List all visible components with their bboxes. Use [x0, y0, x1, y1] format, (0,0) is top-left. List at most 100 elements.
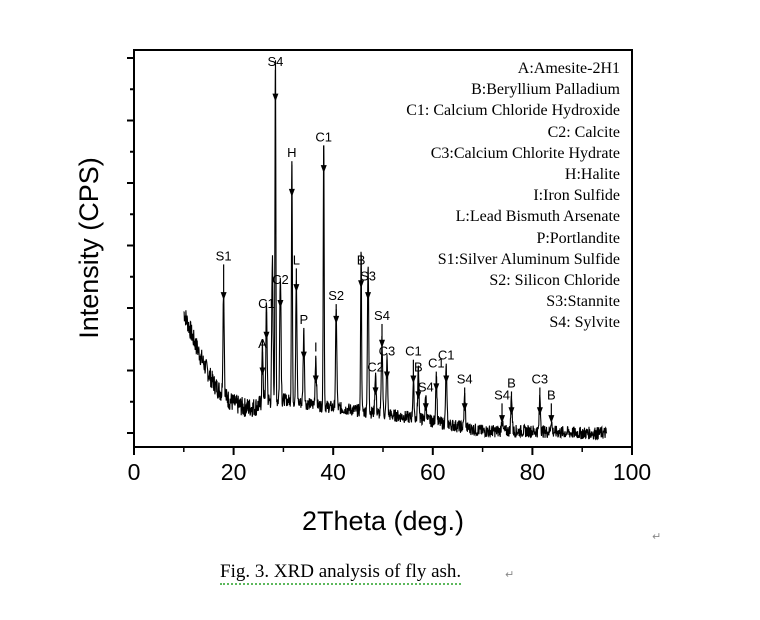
peak-annotation-b: B [507, 375, 516, 416]
arrow-down-icon [333, 315, 340, 324]
paragraph-mark-icon: ↵ [505, 568, 515, 581]
peak-label: B [357, 252, 366, 267]
arrow-down-icon [410, 375, 417, 384]
arrow-down-icon [312, 375, 319, 384]
paragraph-mark-icon: ↵ [652, 530, 662, 543]
arrow-down-icon [508, 407, 515, 416]
peak-label: P [299, 312, 308, 327]
arrow-down-icon [536, 407, 543, 416]
peak-annotation-s3: S3 [360, 268, 376, 301]
peak-annotation-s4: S4 [418, 379, 434, 412]
peak-annotation-b: B [357, 252, 366, 289]
arrow-down-icon [383, 371, 390, 380]
legend-entry: B:Beryllium Palladium [471, 81, 620, 99]
arrow-down-icon [415, 391, 422, 400]
peak-annotation-c1: C1 [405, 344, 422, 384]
legend-entry: C1: Calcium Chloride Hydroxide [406, 102, 620, 120]
peak-annotation-c2: C2 [367, 360, 384, 396]
peak-annotation-c1: C1 [428, 356, 445, 392]
legend-entry: P:Portlandite [536, 229, 620, 247]
arrow-down-icon [272, 93, 279, 102]
peak-label: C1 [315, 129, 332, 144]
peak-label: B [547, 387, 556, 402]
y-axis [127, 57, 134, 434]
x-axis: 0 20 40 60 80 100 [128, 447, 651, 485]
arrow-down-icon [288, 188, 295, 197]
arrow-down-icon [293, 284, 300, 293]
x-tick-label: 60 [420, 459, 446, 485]
peak-label: S3 [360, 268, 376, 283]
legend: A:Amesite-2H1 B:Beryllium Palladium C1: Ca… [406, 58, 620, 334]
peak-annotation-s4: S4 [267, 54, 283, 102]
peak-annotation-a: A [258, 336, 267, 376]
arrow-down-icon [220, 292, 227, 301]
peak-label: C3 [532, 371, 549, 386]
peak-annotation-l: L [293, 252, 300, 293]
arrow-down-icon [365, 292, 372, 301]
peak-annotation-c1: C1 [315, 129, 332, 174]
peak-label: H [287, 145, 296, 160]
peak-label: C1 [438, 348, 455, 363]
legend-entry: S2: Silicon Chloride [489, 272, 620, 290]
peak-label: C1 [258, 296, 275, 311]
peak-label: C1 [405, 344, 422, 359]
arrow-down-icon [358, 280, 365, 289]
legend-entry: C2: Calcite [547, 123, 620, 141]
peak-annotation-s4: S4 [374, 308, 390, 348]
peak-annotation-c1: C1 [438, 348, 455, 384]
legend-entry: I:Iron Sulfide [533, 187, 620, 205]
arrow-down-icon [422, 403, 429, 412]
legend-entry: C3:Calcium Chlorite Hydrate [430, 144, 620, 162]
arrow-down-icon [548, 415, 555, 424]
arrow-down-icon [433, 383, 440, 392]
figure-caption: Fig. 3. XRD analysis of fly ash. [220, 561, 462, 585]
peak-label: S4 [457, 371, 473, 386]
peak-annotation-s4: S4 [494, 387, 510, 424]
peak-label: B [507, 375, 516, 390]
legend-entry: H:Halite [564, 166, 620, 184]
x-tick-label: 20 [221, 459, 247, 485]
arrow-down-icon [277, 300, 284, 309]
x-tick-label: 0 [128, 459, 141, 485]
peak-annotation-i: I [312, 340, 319, 384]
peak-annotation-c1: C1 [258, 296, 275, 340]
peak-annotation-h: H [287, 145, 297, 197]
peak-annotation-b: B [547, 387, 556, 424]
peak-annotation-c3: C3 [379, 344, 395, 380]
peak-label: C1 [428, 356, 445, 371]
arrow-down-icon [499, 415, 506, 424]
legend-entry: S3:Stannite [546, 293, 620, 311]
x-axis-label: 2Theta (deg.) [302, 506, 464, 536]
legend-entry: S1:Silver Aluminum Sulfide [437, 250, 620, 268]
peak-label: S2 [328, 288, 344, 303]
peak-annotation-s1: S1 [216, 248, 232, 301]
peak-label: S4 [374, 308, 390, 323]
peak-label: C2 [272, 272, 289, 287]
series-line [183, 60, 608, 441]
arrow-down-icon [379, 339, 386, 348]
peak-label: C2 [367, 360, 384, 375]
peak-label: I [314, 340, 318, 355]
legend-entry: A:Amesite-2H1 [517, 60, 620, 77]
peak-annotation-b: B [414, 360, 423, 400]
peak-annotation-c3: C3 [532, 371, 549, 416]
arrow-down-icon [259, 367, 266, 376]
peak-annotation-c2: C2 [272, 272, 289, 309]
arrow-down-icon [461, 403, 468, 412]
x-tick-label: 40 [320, 459, 346, 485]
peak-label: B [414, 360, 423, 375]
arrow-down-icon [372, 387, 379, 396]
peak-label: S4 [494, 387, 510, 402]
arrow-down-icon [443, 375, 450, 384]
peak-label: S4 [418, 379, 434, 394]
arrow-down-icon [263, 331, 270, 340]
x-tick-label: 100 [613, 459, 651, 485]
arrow-down-icon [320, 165, 327, 174]
peak-label: S1 [216, 248, 232, 263]
peak-label: L [293, 252, 300, 267]
series-xrd [183, 60, 608, 441]
legend-entry: L:Lead Bismuth Arsenate [455, 208, 620, 226]
x-tick-label: 80 [520, 459, 546, 485]
peak-label: A [258, 336, 267, 351]
